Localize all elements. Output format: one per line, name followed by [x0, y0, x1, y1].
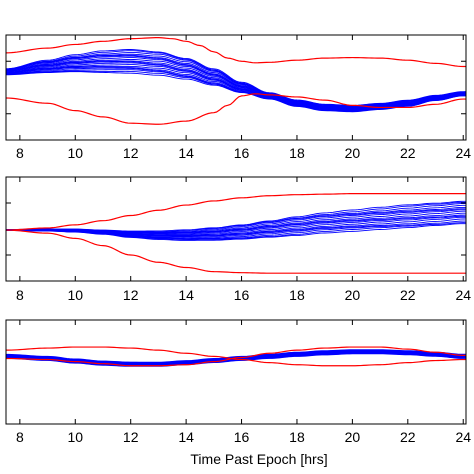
- x-tick-label: 22: [400, 429, 416, 445]
- x-tick-label: 12: [123, 287, 139, 303]
- bound-line-lower: [6, 93, 466, 125]
- plot-area: [6, 346, 466, 367]
- x-tick-label: 14: [178, 145, 194, 161]
- plot-area: [6, 193, 466, 274]
- ensemble-trajectory: [6, 61, 466, 110]
- x-tick-label: 22: [400, 287, 416, 303]
- x-tick-label: 24: [455, 429, 471, 445]
- x-tick-label: 16: [234, 287, 250, 303]
- x-tick-label: 22: [400, 145, 416, 161]
- panel-top: 8 10 12 14 16 18 20 22 24: [5, 34, 471, 161]
- x-tick-label: 18: [289, 145, 305, 161]
- ensemble-trajectory: [6, 54, 466, 108]
- x-tick-label: 8: [16, 287, 24, 303]
- x-tick-label: 14: [178, 287, 194, 303]
- x-tick-label: 12: [123, 145, 139, 161]
- panel-bottom: 8 10 12 14 16 18 20 22 24: [5, 319, 471, 445]
- x-tick-label: 18: [289, 287, 305, 303]
- x-tick-label: 16: [234, 145, 250, 161]
- x-tick-label: 20: [345, 429, 361, 445]
- x-tick-label: 14: [178, 429, 194, 445]
- axes-frame: [5, 176, 467, 282]
- ensemble-trajectory: [6, 349, 466, 363]
- x-tick-label: 16: [234, 429, 250, 445]
- ensemble-trajectory: [6, 60, 466, 109]
- axes-frame: [5, 319, 467, 425]
- x-tick-label: 10: [67, 287, 83, 303]
- panel-middle: 8 10 12 14 16 18 20 22 24: [5, 176, 471, 303]
- bound-line-lower: [6, 346, 466, 367]
- axes-frame: [5, 34, 467, 141]
- plot-area: [6, 37, 466, 125]
- x-tick-label: 12: [123, 429, 139, 445]
- x-tick-label: 8: [16, 145, 24, 161]
- bound-line-upper: [6, 193, 466, 231]
- x-tick-label: 20: [345, 287, 361, 303]
- bound-line-lower: [6, 229, 466, 274]
- ensemble-trajectory: [6, 200, 466, 232]
- bound-line-upper: [6, 346, 466, 367]
- x-tick-label: 18: [289, 429, 305, 445]
- x-tick-label: 20: [345, 145, 361, 161]
- ensemble-trajectory: [6, 49, 466, 106]
- x-tick-label: 24: [455, 145, 471, 161]
- x-tick-label: 10: [67, 429, 83, 445]
- panels: 8 10 12 14 16 18 20 22 24 8 10 12 14 16 18 20 22 24 8 10 12 1…: [5, 34, 471, 445]
- bound-line-upper: [6, 37, 466, 68]
- x-tick-label: 8: [16, 429, 24, 445]
- x-axis-title: Time Past Epoch [hrs]: [190, 451, 327, 467]
- x-tick-label: 24: [455, 287, 471, 303]
- x-tick-label: 10: [67, 145, 83, 161]
